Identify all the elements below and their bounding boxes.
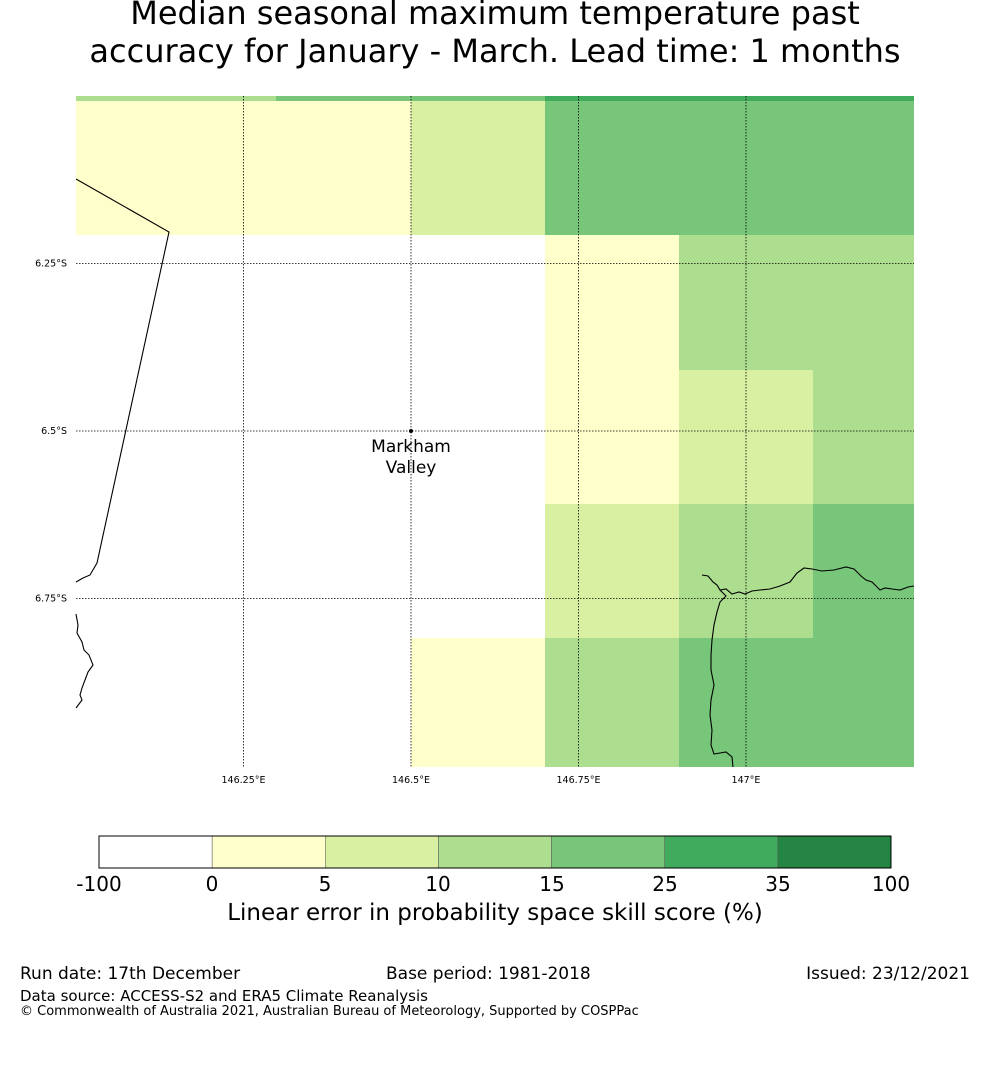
colorbar-tick: 100 <box>871 872 911 896</box>
colorbar-segment <box>664 835 779 869</box>
colorbar-segment <box>777 835 892 869</box>
coastline-west <box>75 178 170 583</box>
skill-score-map: 6.25°S 6.5°S 6.75°S 146.25°E 146.5°E 146… <box>35 96 915 787</box>
colorbar-segment <box>438 835 552 869</box>
colorbar-tick: 5 <box>318 872 332 896</box>
grid-cell <box>813 504 914 638</box>
data-source: Data source: ACCESS-S2 and ERA5 Climate … <box>20 987 428 1005</box>
colorbar-tick: 35 <box>765 872 791 896</box>
grid-cell <box>679 638 914 767</box>
colorbar-tick: 10 <box>425 872 451 896</box>
grid-cell <box>545 235 679 370</box>
grid-cell <box>545 101 914 235</box>
grid-cell <box>679 370 813 504</box>
coastline <box>75 178 915 768</box>
skill-grid <box>76 96 914 767</box>
title-line-2: accuracy for January - March. Lead time:… <box>89 32 901 70</box>
coastline-east <box>701 574 734 768</box>
grid-cell <box>813 370 914 504</box>
grid-cell <box>276 96 545 101</box>
grid-cell <box>545 504 679 638</box>
title-line-1: Median seasonal maximum temperature past <box>130 0 860 32</box>
lon-label: 146.25°E <box>222 775 266 786</box>
grid-cell <box>76 96 276 101</box>
location-name-line-2: Valley <box>386 458 437 478</box>
lon-label: 147°E <box>732 775 761 786</box>
lat-label: 6.5°S <box>41 426 67 437</box>
colorbar-label: Linear error in probability space skill … <box>227 900 763 926</box>
colorbar-segment <box>211 835 326 869</box>
location-dot <box>409 429 413 433</box>
colorbar-tick: 15 <box>539 872 565 896</box>
colorbar-segments <box>98 835 892 869</box>
coastline-southwest <box>75 613 94 709</box>
base-period: Base period: 1981-2018 <box>386 964 591 984</box>
colorbar <box>98 835 892 869</box>
axis-labels: 6.25°S 6.5°S 6.75°S 146.25°E 146.5°E 146… <box>35 259 760 787</box>
coastline-northeast <box>719 566 915 595</box>
graticule <box>76 96 914 767</box>
location-name-line-1: Markham <box>371 437 451 457</box>
location-marker: Markham Valley <box>371 429 451 478</box>
grid-cell <box>679 235 914 370</box>
copyright: © Commonwealth of Australia 2021, Austra… <box>20 1004 639 1019</box>
run-date: Run date: 17th December <box>20 964 241 984</box>
lat-label: 6.75°S <box>35 594 67 605</box>
colorbar-tick: -100 <box>76 872 122 896</box>
map-title: Median seasonal maximum temperature past… <box>0 0 990 70</box>
grid-cell <box>411 101 545 235</box>
issued-date: Issued: 23/12/2021 <box>806 964 970 984</box>
grid-cell <box>545 638 679 767</box>
lon-label: 146.5°E <box>392 775 430 786</box>
colorbar-segment <box>551 835 665 869</box>
colorbar-tick: 25 <box>652 872 678 896</box>
colorbar-outline <box>98 835 892 869</box>
grid-cell <box>411 638 545 767</box>
lat-label: 6.25°S <box>35 259 67 270</box>
colorbar-tick: 0 <box>205 872 219 896</box>
grid-cell <box>545 96 914 101</box>
grid-cell <box>545 370 679 504</box>
lon-label: 146.75°E <box>557 775 601 786</box>
colorbar-segment <box>98 835 213 869</box>
colorbar-segment <box>325 835 439 869</box>
